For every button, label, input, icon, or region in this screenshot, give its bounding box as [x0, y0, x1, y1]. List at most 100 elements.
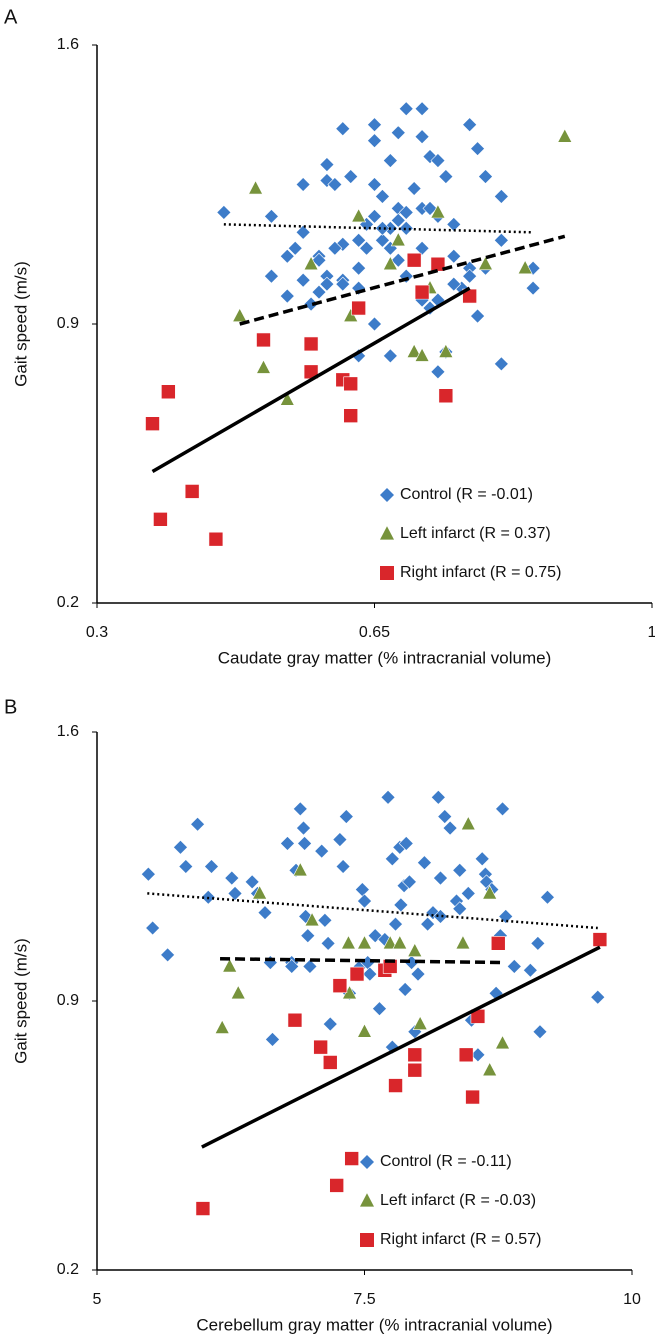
legend-marker: [380, 526, 394, 540]
point: [438, 169, 454, 184]
point: [495, 1034, 511, 1050]
point: [332, 832, 348, 848]
point: [406, 181, 422, 196]
y-tick-label: 0.2: [57, 1261, 79, 1278]
point: [357, 935, 372, 950]
point: [161, 384, 176, 400]
point: [460, 815, 476, 831]
point: [292, 861, 308, 877]
point: [214, 1019, 230, 1034]
y-tick-label: 1.6: [57, 723, 79, 740]
point: [295, 272, 311, 288]
point: [367, 208, 382, 224]
point: [232, 307, 248, 322]
point: [557, 128, 573, 143]
point: [414, 284, 430, 300]
point: [257, 905, 273, 921]
point: [470, 308, 485, 324]
point: [506, 958, 522, 974]
y-tick-label: 0.2: [57, 594, 79, 611]
point: [335, 276, 351, 292]
point: [264, 208, 279, 224]
point: [478, 169, 493, 184]
point: [438, 388, 454, 404]
point: [406, 343, 422, 358]
point: [414, 129, 430, 145]
x-tick-label: 1: [648, 624, 655, 641]
point: [302, 958, 318, 974]
point: [178, 859, 194, 874]
point: [478, 255, 493, 271]
point: [230, 984, 246, 1000]
point: [295, 224, 311, 240]
point: [406, 252, 422, 268]
point: [437, 809, 453, 824]
point: [279, 391, 295, 406]
point: [397, 982, 413, 997]
legend-label: Control (R = -0.11): [380, 1153, 512, 1170]
x-axis-label: Cerebellum gray matter (% intracranial v…: [196, 1315, 552, 1334]
point: [367, 117, 382, 133]
point: [322, 1016, 338, 1032]
point: [343, 169, 359, 184]
point: [410, 966, 426, 982]
point: [420, 916, 436, 932]
panel-label: A: [4, 6, 18, 28]
point: [375, 220, 390, 236]
point: [470, 1009, 486, 1024]
point: [256, 332, 271, 348]
point: [224, 870, 240, 886]
point: [438, 343, 454, 358]
trendline: [220, 956, 505, 965]
point: [319, 173, 335, 188]
point: [493, 189, 509, 204]
point: [398, 204, 414, 220]
point: [190, 816, 206, 832]
point: [216, 204, 232, 220]
point: [493, 356, 509, 372]
point: [343, 376, 359, 392]
point: [422, 200, 438, 216]
point: [442, 820, 458, 836]
x-tick-label: 5: [93, 1291, 102, 1308]
point: [332, 978, 348, 993]
point: [287, 1012, 303, 1028]
point: [153, 511, 168, 527]
point: [248, 180, 264, 195]
legend-label: Right infarct (R = 0.57): [380, 1231, 541, 1248]
point: [264, 268, 279, 284]
trendline: [151, 286, 471, 473]
point: [227, 885, 243, 901]
point: [412, 1015, 428, 1030]
point: [335, 121, 351, 137]
legend-marker: [360, 1193, 374, 1207]
point: [446, 248, 462, 264]
point: [382, 348, 398, 364]
point: [458, 1047, 474, 1063]
point: [280, 836, 295, 851]
point: [398, 836, 414, 851]
point: [390, 231, 406, 247]
point: [490, 936, 506, 951]
point: [462, 117, 478, 133]
point: [284, 958, 300, 974]
point: [430, 256, 446, 272]
point: [351, 260, 367, 276]
point: [195, 1201, 211, 1216]
point: [382, 153, 398, 169]
point: [532, 1024, 548, 1040]
point: [320, 935, 336, 951]
point: [380, 789, 396, 805]
point: [367, 177, 382, 192]
point: [462, 288, 477, 304]
point: [393, 897, 409, 913]
y-tick-label: 0.9: [57, 992, 79, 1009]
trendline: [223, 223, 534, 234]
x-tick-label: 7.5: [353, 1291, 375, 1308]
legend-marker: [380, 566, 394, 580]
point: [357, 1023, 372, 1038]
point: [384, 851, 400, 867]
point: [407, 1062, 423, 1078]
point: [208, 531, 224, 547]
point: [462, 268, 478, 284]
